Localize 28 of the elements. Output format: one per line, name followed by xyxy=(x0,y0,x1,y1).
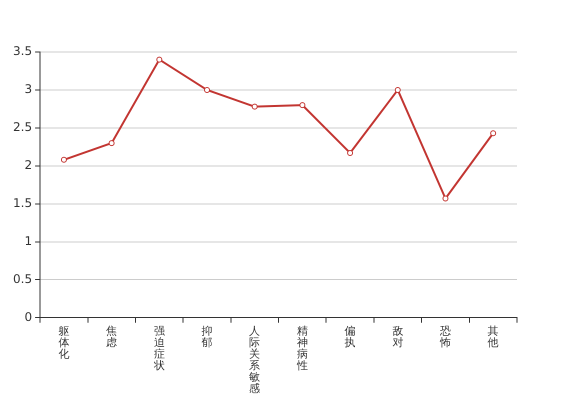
y-tick-label: 2 xyxy=(24,158,32,172)
point xyxy=(60,156,67,163)
x-tick-label: 敌对 xyxy=(392,324,404,349)
x-tick-label: 抑郁 xyxy=(202,324,213,349)
x-tick-label: 偏执 xyxy=(344,324,356,349)
x-tick-label: 焦虑 xyxy=(106,324,118,349)
point xyxy=(156,56,162,63)
point xyxy=(490,130,496,136)
point xyxy=(204,86,210,93)
y-tick-label: 3.5 xyxy=(12,44,32,58)
x-tick-label: 精神病性 xyxy=(296,324,308,372)
point xyxy=(108,140,115,146)
point xyxy=(252,104,258,110)
x-tick-label: 强迫症状 xyxy=(152,324,165,372)
y-tick-label: 0 xyxy=(24,310,32,324)
x-tick-label: 人际关系敏感 xyxy=(249,324,260,396)
point xyxy=(394,86,401,93)
y-tick-label: 2.5 xyxy=(12,120,32,134)
point xyxy=(299,102,306,108)
y-tick-label: 1.5 xyxy=(12,196,32,210)
point xyxy=(442,196,448,202)
y-tick-label: 3 xyxy=(24,82,32,96)
y-tick-label: 0.5 xyxy=(12,272,32,286)
x-tick-label: 躯体化 xyxy=(58,324,70,360)
y-tick-label: 1 xyxy=(24,234,32,248)
point xyxy=(347,150,354,156)
x-tick-label: 恐怖 xyxy=(438,324,451,349)
x-tick-label: 其他 xyxy=(488,324,499,349)
